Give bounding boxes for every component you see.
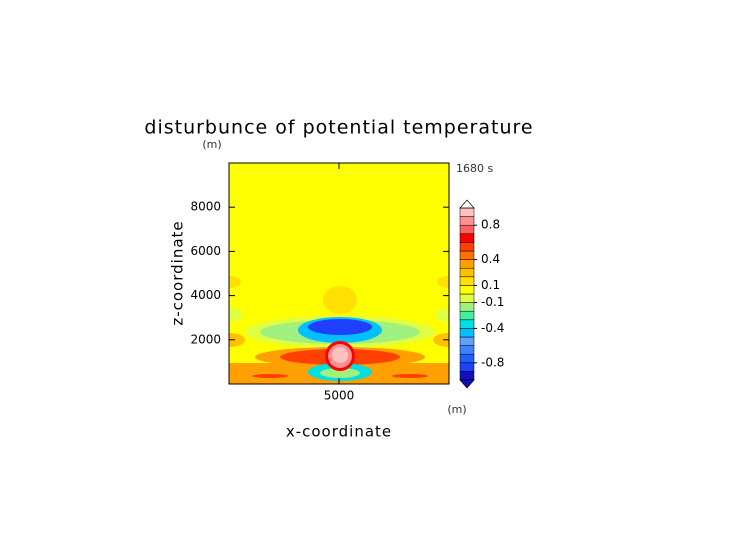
contour-region	[320, 368, 360, 378]
colorbar-tick-label: -0.8	[481, 355, 504, 369]
contour-region	[229, 276, 241, 288]
contour-region	[229, 333, 245, 347]
x-tick-label: 5000	[324, 389, 355, 403]
contour-field	[229, 163, 449, 384]
colorbar-segment	[459, 259, 475, 269]
contour-region	[433, 333, 449, 347]
colorbar-segment	[459, 345, 475, 355]
colorbar-segment	[459, 216, 475, 226]
contour-region	[252, 374, 288, 378]
y-tick-label: 8000	[190, 200, 221, 214]
colorbar-extend	[459, 379, 475, 389]
contour-region	[323, 286, 357, 314]
colorbar-segment	[459, 310, 475, 321]
x-axis-label: x-coordinate	[286, 423, 392, 441]
y-axis-label: z-coordinate	[169, 220, 187, 325]
colorbar-segment	[459, 233, 475, 243]
colorbar-tick-label: 0.1	[481, 278, 500, 292]
colorbar-tick-label: -0.1	[481, 295, 504, 309]
colorbar-segment	[459, 328, 475, 338]
x-unit: (m)	[447, 403, 466, 416]
contour-region	[435, 308, 449, 322]
colorbar-tick-label: 0.8	[481, 218, 500, 232]
colorbar-segment	[459, 371, 475, 381]
contour-region	[392, 374, 428, 378]
colorbar-segment	[459, 207, 475, 217]
colorbar-segment	[459, 302, 475, 312]
colorbar-extend	[459, 199, 475, 209]
contour-region	[229, 308, 243, 322]
contour-region	[437, 276, 449, 288]
colorbar-segment	[459, 267, 475, 278]
y-tick-label: 6000	[190, 244, 221, 258]
colorbar-segment	[459, 224, 475, 235]
colorbar-tick-label: -0.4	[481, 321, 504, 335]
colorbar-segment	[459, 362, 475, 372]
y-unit: (m)	[202, 138, 221, 151]
y-tick-label: 4000	[190, 288, 221, 302]
colorbar-segment	[459, 353, 475, 364]
colorbar-tick-label: 0.4	[481, 252, 500, 266]
y-tick-label: 2000	[190, 332, 221, 346]
colorbar-segment	[459, 285, 475, 295]
contour-region	[332, 347, 348, 363]
colorbar-segment	[459, 319, 475, 329]
chart-title: disturbunce of potential temperature	[144, 117, 533, 139]
colorbar-segment	[459, 242, 475, 252]
contour-region	[308, 319, 372, 335]
time-label: 1680 s	[456, 162, 493, 175]
colorbar-segment	[459, 336, 475, 346]
colorbar-segment	[459, 276, 475, 286]
colorbar-segment	[459, 250, 475, 260]
colorbar-segment	[459, 293, 475, 303]
